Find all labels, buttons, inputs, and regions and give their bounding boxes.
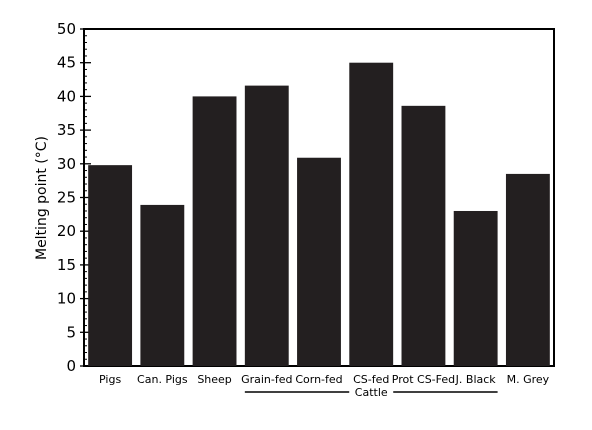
x-tick-label: Grain-fed: [241, 373, 292, 386]
y-tick-label: 20: [57, 222, 76, 240]
bar: [297, 157, 341, 366]
y-tick-label: 35: [57, 121, 76, 139]
y-tick-label: 30: [57, 155, 76, 173]
bar: [453, 210, 498, 366]
y-tick-label: 0: [66, 357, 76, 375]
y-tick-label: 10: [57, 290, 76, 308]
bar: [192, 96, 237, 367]
y-tick-label: 50: [57, 20, 76, 38]
bar: [505, 173, 550, 366]
x-tick-label: Can. Pigs: [137, 373, 188, 386]
group-bracket: Cattle: [244, 386, 498, 399]
x-tick-label: Sheep: [197, 373, 231, 386]
x-tick-label: Prot CS-Fed: [392, 373, 455, 386]
y-tick-label: 5: [66, 323, 76, 341]
y-axis-title: Melting point (°C): [34, 136, 50, 260]
bar: [244, 85, 289, 366]
bar: [401, 105, 446, 366]
x-tick-label: CS-fed: [353, 373, 389, 386]
group-label: Cattle: [355, 386, 388, 399]
bar: [349, 62, 394, 366]
bars: [88, 62, 550, 367]
x-axis: Pigs Can. Pigs Sheep Grain-fed Corn-fed CS-fe…: [99, 373, 550, 386]
y-axis: 0 5 10 15 20 25 30 35 40 45 50: [57, 20, 91, 375]
bar: [140, 204, 185, 366]
bar: [88, 165, 133, 366]
x-tick-label: J. Black: [455, 373, 497, 386]
x-tick-label: Pigs: [99, 373, 121, 386]
y-tick-label: 15: [57, 256, 76, 274]
y-tick-label: 45: [57, 54, 76, 72]
y-tick-label: 40: [57, 87, 76, 105]
y-tick-label: 25: [57, 189, 76, 207]
x-tick-label: M. Grey: [507, 373, 550, 386]
x-tick-label: Corn-fed: [295, 373, 342, 386]
